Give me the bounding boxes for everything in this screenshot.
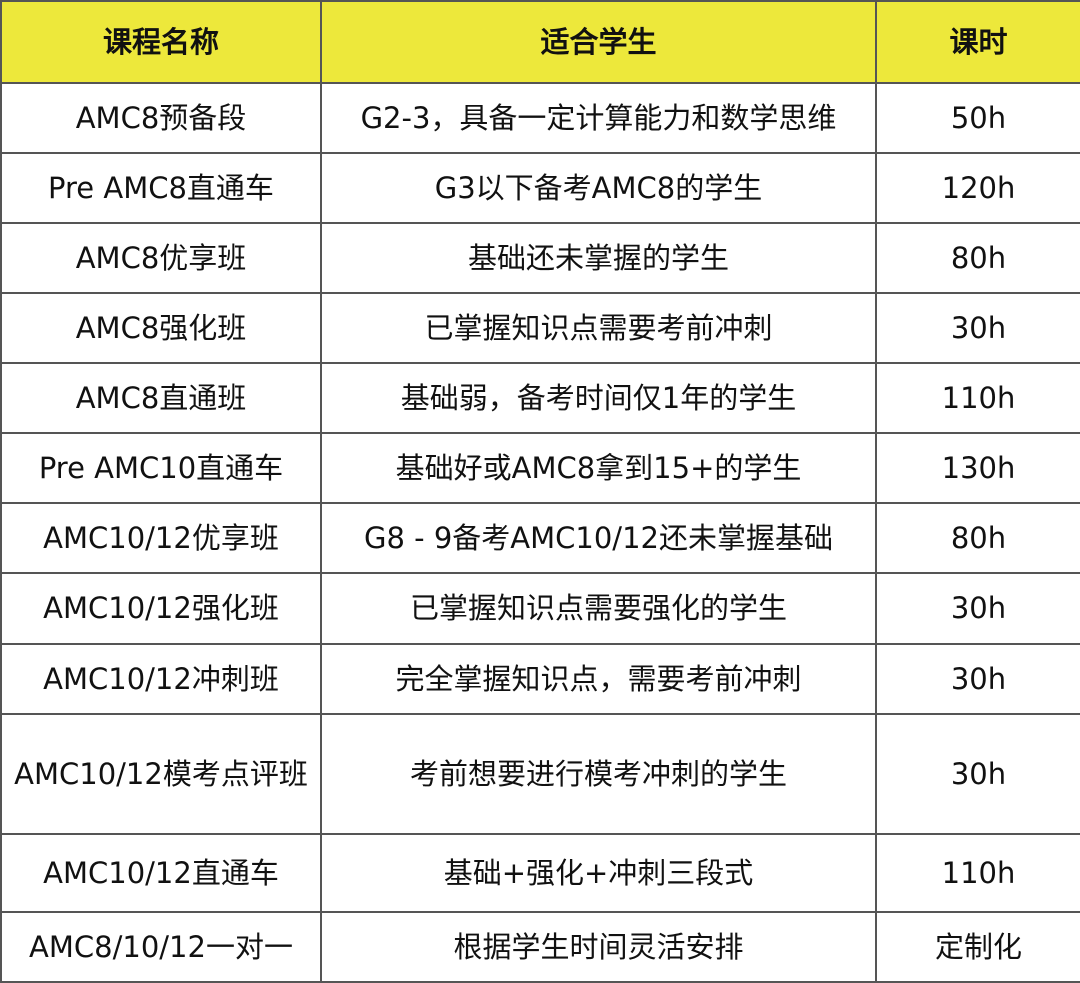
hours-cell: 30h [875,292,1080,365]
suitable-students-cell: 完全掌握知识点，需要考前冲刺 [320,642,877,715]
hours-cell: 30h [875,642,1080,715]
hours-cell: 定制化 [875,910,1080,983]
course-name-cell: AMC10/12优享班 [0,502,322,575]
table-row: AMC8优享班 基础还未掌握的学生 80h [0,222,1080,295]
table-row: AMC8直通班 基础弱，备考时间仅1年的学生 110h [0,362,1080,435]
table-row: AMC10/12直通车 基础+强化+冲刺三段式 110h [0,832,1080,913]
hours-cell: 130h [875,432,1080,505]
suitable-students-cell: G8 - 9备考AMC10/12还未掌握基础 [320,502,877,575]
table-row: AMC10/12强化班 已掌握知识点需要强化的学生 30h [0,572,1080,645]
table-row: AMC10/12优享班 G8 - 9备考AMC10/12还未掌握基础 80h [0,502,1080,575]
suitable-students-cell: G2-3，具备一定计算能力和数学思维 [320,81,877,155]
course-name-cell: AMC10/12直通车 [0,832,322,913]
suitable-students-cell: 已掌握知识点需要考前冲刺 [320,292,877,365]
hours-cell: 80h [875,502,1080,575]
suitable-students-cell: 已掌握知识点需要强化的学生 [320,572,877,645]
hours-cell: 80h [875,222,1080,295]
table-row: Pre AMC10直通车 基础好或AMC8拿到15+的学生 130h [0,432,1080,505]
header-course-name: 课程名称 [0,0,322,84]
hours-cell: 30h [875,572,1080,645]
course-name-cell: Pre AMC8直通车 [0,152,322,225]
table-row: AMC10/12冲刺班 完全掌握知识点，需要考前冲刺 30h [0,642,1080,715]
hours-cell: 110h [875,362,1080,435]
course-name-cell: AMC8/10/12一对一 [0,910,322,983]
table-row: Pre AMC8直通车 G3以下备考AMC8的学生 120h [0,152,1080,225]
course-name-cell: AMC10/12模考点评班 [0,712,322,835]
table-row: AMC8/10/12一对一 根据学生时间灵活安排 定制化 [0,910,1080,983]
suitable-students-cell: 考前想要进行模考冲刺的学生 [320,712,877,835]
course-name-cell: AMC8直通班 [0,362,322,435]
hours-cell: 30h [875,712,1080,835]
course-name-cell: AMC10/12强化班 [0,572,322,645]
course-name-cell: AMC8预备段 [0,81,322,155]
hours-cell: 50h [875,81,1080,155]
suitable-students-cell: 根据学生时间灵活安排 [320,910,877,983]
table-row: AMC10/12模考点评班 考前想要进行模考冲刺的学生 30h [0,712,1080,835]
course-name-cell: AMC10/12冲刺班 [0,642,322,715]
hours-cell: 110h [875,832,1080,913]
suitable-students-cell: G3以下备考AMC8的学生 [320,152,877,225]
header-suitable-students: 适合学生 [320,0,877,84]
course-name-cell: AMC8强化班 [0,292,322,365]
header-hours: 课时 [875,0,1080,84]
table-row: AMC8预备段 G2-3，具备一定计算能力和数学思维 50h [0,81,1080,155]
suitable-students-cell: 基础弱，备考时间仅1年的学生 [320,362,877,435]
header-row: 课程名称 适合学生 课时 [0,0,1080,84]
table-row: AMC8强化班 已掌握知识点需要考前冲刺 30h [0,292,1080,365]
course-name-cell: AMC8优享班 [0,222,322,295]
course-name-cell: Pre AMC10直通车 [0,432,322,505]
suitable-students-cell: 基础还未掌握的学生 [320,222,877,295]
suitable-students-cell: 基础+强化+冲刺三段式 [320,832,877,913]
suitable-students-cell: 基础好或AMC8拿到15+的学生 [320,432,877,505]
hours-cell: 120h [875,152,1080,225]
